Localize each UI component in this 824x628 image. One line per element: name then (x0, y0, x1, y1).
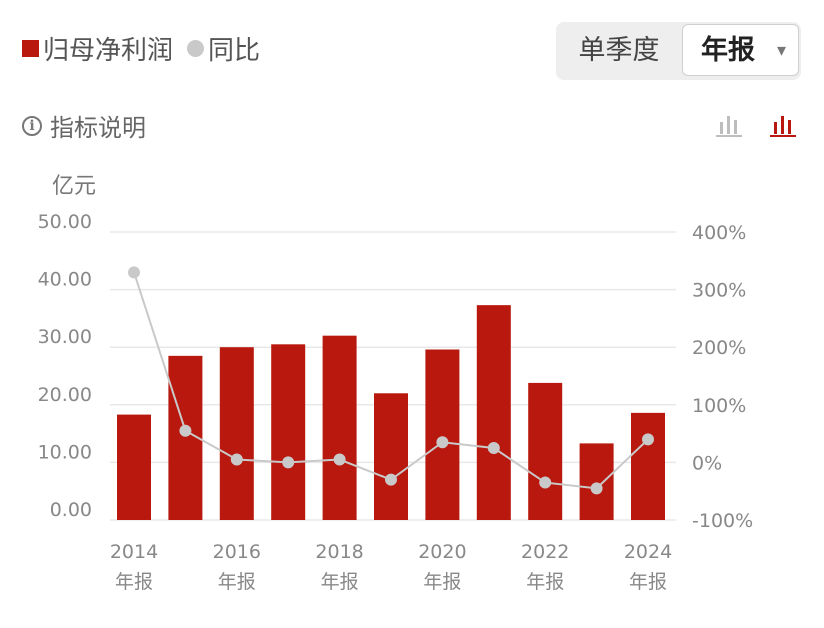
x-tick-suffix: 年报 (423, 571, 461, 593)
legend-yoy-label: 同比 (208, 36, 261, 66)
y-tick-right: 0% (692, 452, 722, 474)
yoy-point (282, 456, 295, 469)
bar-net-profit (219, 347, 254, 520)
x-tick-suffix: 年报 (218, 571, 256, 593)
yoy-point (333, 453, 346, 466)
info-icon: i (22, 115, 42, 136)
bar-net-profit (322, 335, 357, 520)
bar-net-profit (476, 305, 511, 520)
y-tick-right: -100% (692, 510, 753, 532)
x-tick-suffix: 年报 (115, 571, 153, 593)
y-tick-left: 0.00 (50, 499, 92, 521)
legend-bar-swatch (22, 40, 39, 57)
annual-dropdown[interactable]: 年报 ▾ (682, 24, 799, 76)
yoy-point (179, 424, 192, 437)
yoy-point (642, 433, 654, 446)
y-tick-right: 300% (692, 280, 746, 302)
y-tick-right: 100% (692, 395, 746, 417)
x-tick-year: 2022 (521, 541, 569, 563)
yoy-point (385, 473, 397, 486)
y-tick-left: 30.00 (38, 326, 92, 348)
yoy-point (436, 436, 449, 449)
x-tick-year: 2024 (624, 541, 672, 563)
bar-chart-gray-icon[interactable] (714, 112, 744, 138)
x-tick-year: 2020 (418, 541, 466, 563)
x-tick-year: 2014 (110, 541, 158, 563)
x-tick-year: 2018 (315, 541, 363, 563)
bar-net-profit (579, 443, 614, 520)
bar-net-profit (425, 349, 460, 520)
bar-net-profit (528, 382, 563, 520)
chevron-down-icon: ▾ (776, 40, 786, 61)
bar-net-profit (117, 414, 151, 520)
legend: 归母净利润 同比 (22, 30, 260, 67)
x-tick-suffix: 年报 (321, 571, 359, 593)
bar-net-profit (374, 393, 408, 520)
annual-option-label: 年报 (701, 35, 755, 66)
x-tick-year: 2016 (213, 541, 261, 563)
y-tick-right: 200% (692, 337, 746, 359)
legend-net-profit-label: 归母净利润 (43, 36, 174, 66)
y-tick-left: 20.00 (38, 384, 92, 406)
yoy-point (487, 442, 500, 454)
metric-info-label: 指标说明 (50, 114, 146, 142)
legend-line-swatch (187, 40, 205, 57)
yoy-point (590, 482, 603, 495)
metric-info-link[interactable]: i 指标说明 (22, 108, 146, 143)
yoy-point (539, 476, 552, 489)
bar-chart-red-icon[interactable] (768, 112, 798, 138)
y-tick-left: 50.00 (38, 211, 92, 233)
y-tick-right: 400% (692, 222, 746, 244)
yoy-point (128, 266, 140, 279)
y-tick-left: 40.00 (38, 269, 92, 291)
period-toggle: 单季度 年报 ▾ (556, 22, 801, 80)
x-tick-suffix: 年报 (526, 571, 564, 593)
y-tick-left: 10.00 (38, 441, 92, 463)
bar-net-profit (631, 412, 665, 520)
quarterly-option[interactable]: 单季度 (578, 35, 660, 66)
yoy-point (230, 453, 243, 466)
bar-net-profit (271, 344, 306, 520)
x-tick-suffix: 年报 (629, 571, 667, 593)
unit-label: 亿元 (52, 174, 97, 199)
